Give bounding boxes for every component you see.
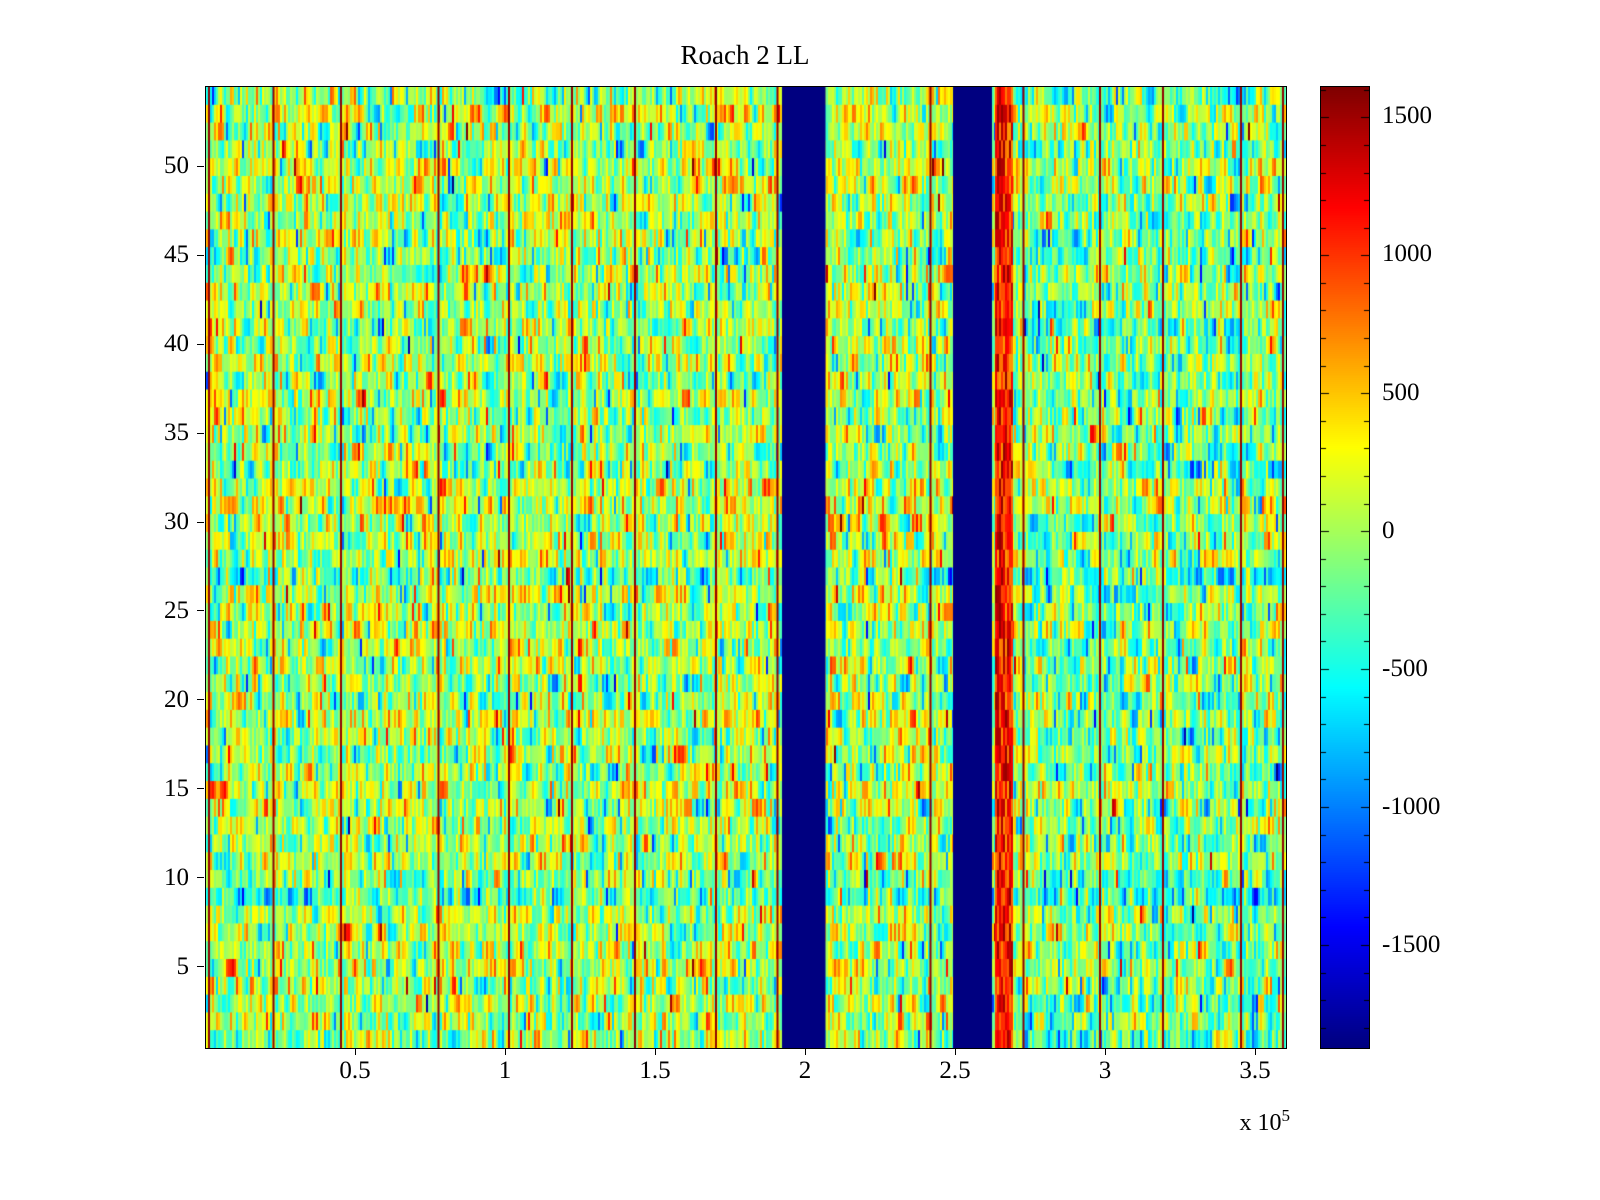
plot-area [205,86,1287,1049]
y-tick-mark [197,699,204,701]
x-tick-mark [1104,1048,1106,1055]
colorbar-tick-label: 1500 [1382,102,1432,130]
colorbar-tick-label: -1500 [1382,930,1441,958]
y-tick-label: 15 [164,774,189,802]
colorbar-tick-label: 1000 [1382,240,1432,268]
x-tick-label: 0.5 [339,1057,371,1084]
y-tick-label: 10 [164,863,189,891]
x-tick-mark [804,1048,806,1055]
colorbar-tick-label: 500 [1382,378,1420,406]
heatmap-canvas [206,87,1286,1048]
x-tick-label: 1 [498,1057,512,1084]
colorbar-tick-label: -1000 [1382,792,1441,820]
x-tick-mark [954,1048,956,1055]
y-tick-mark [197,788,204,790]
x-tick-mark [1254,1048,1256,1055]
x-tick-label: 1.5 [639,1057,671,1084]
colorbar-tick-label: 0 [1382,516,1395,544]
y-tick-mark [197,254,204,256]
y-tick-label: 25 [164,596,189,624]
plot-title: Roach 2 LL [680,40,810,70]
y-tick-label: 30 [164,508,189,535]
y-tick-mark [197,343,204,345]
y-tick-label: 20 [164,685,189,713]
x-tick-label: 3 [1098,1057,1112,1084]
y-tick-mark [197,521,204,523]
x-tick-mark [504,1048,506,1055]
x-tick-label: 2.5 [939,1057,971,1084]
x-exponent-prefix: x 10 [1239,1110,1282,1136]
y-tick-label: 40 [164,330,189,358]
y-tick-label: 35 [164,419,189,447]
y-tick-mark [197,877,204,879]
x-tick-label: 2 [798,1057,812,1084]
y-tick-mark [197,966,204,968]
x-exponent-power: 5 [1281,1106,1291,1125]
x-tick-label: 3.5 [1239,1057,1271,1084]
y-tick-mark [197,610,204,612]
colorbar-canvas [1321,87,1369,1048]
x-tick-mark [354,1048,356,1055]
y-tick-mark [197,165,204,167]
y-tick-label: 5 [176,952,190,980]
y-tick-mark [197,432,204,434]
x-tick-mark [654,1048,656,1055]
y-tick-label: 45 [164,241,189,269]
x-axis-exponent-label: x 105 [1130,1106,1291,1137]
colorbar [1320,86,1370,1049]
y-tick-label: 50 [164,152,189,180]
colorbar-tick-label: -500 [1382,654,1428,682]
